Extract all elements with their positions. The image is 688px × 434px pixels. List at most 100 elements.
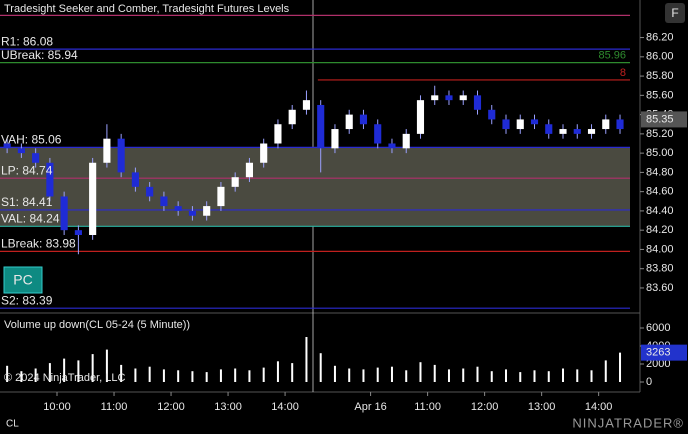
volume-bar: [120, 364, 123, 382]
volume-bar: [405, 370, 408, 382]
volume-bar: [234, 368, 237, 382]
last-volume-box: [641, 344, 687, 361]
volume-bar: [447, 369, 450, 382]
volume-bar: [390, 366, 393, 382]
candle-body: [231, 177, 239, 187]
volume-bar: [576, 369, 579, 382]
candle-body: [473, 95, 482, 110]
volume-bar: [134, 368, 137, 382]
volume-bar: [333, 365, 336, 382]
volume-bar: [262, 367, 265, 382]
pc-button[interactable]: [3, 266, 43, 294]
pc-button-label[interactable]: PC: [13, 272, 32, 288]
x-tick-label: 11:00: [414, 401, 441, 413]
volume-bar: [148, 366, 151, 382]
candles-layer: [3, 85, 624, 382]
candle-body: [103, 138, 111, 163]
level-label: S1: 84.41: [1, 195, 53, 209]
candle-body: [203, 206, 211, 216]
volume-bar: [105, 349, 108, 382]
volume-bar: [319, 353, 322, 382]
volume-bar: [433, 364, 436, 382]
level-right-label: 85.96: [598, 50, 626, 62]
candle-body: [359, 114, 368, 125]
volume-bar: [48, 363, 51, 382]
x-tick-label: 14:00: [585, 401, 613, 413]
candle-body: [217, 186, 225, 207]
volume-bar: [604, 360, 607, 382]
candle-body: [345, 114, 353, 130]
chart-title: Tradesight Seeker and Comber, Tradesight…: [4, 3, 290, 15]
candle-body: [459, 95, 467, 101]
candle-body: [302, 100, 311, 110]
y-tick-label: 83.60: [646, 282, 674, 294]
volume-bar: [20, 371, 23, 382]
x-tick-label: 11:00: [101, 401, 128, 413]
copyright: © 2024 NinjaTrader, LLC: [4, 372, 125, 384]
candle-body: [3, 143, 11, 149]
volume-title: Volume up down(CL 05-24 (5 Minute)): [4, 319, 190, 331]
y-tick-label: 84.40: [646, 205, 674, 217]
candle-body: [559, 129, 567, 134]
volume-bar: [348, 368, 351, 382]
volume-tick-label: 2000: [646, 358, 670, 370]
volume-bar: [504, 369, 507, 382]
volume-bar: [490, 371, 493, 382]
x-tick-label: 13:00: [528, 401, 556, 413]
candle-body: [431, 95, 439, 101]
f-button[interactable]: [665, 3, 685, 23]
candle-body: [573, 129, 581, 134]
volume-bar: [533, 370, 536, 382]
candle-body: [117, 138, 125, 173]
candle-body: [17, 148, 25, 154]
volume-bar: [248, 370, 251, 382]
volume-bar: [191, 371, 194, 382]
volume-bar: [476, 366, 479, 382]
candle-body: [245, 162, 253, 178]
x-tick-label: Apr 16: [354, 401, 386, 413]
y-tick-label: 84.60: [646, 186, 674, 198]
candle-body: [160, 196, 168, 207]
level-label: S2: 83.39: [1, 293, 53, 307]
volume-bar: [590, 370, 593, 382]
candle-body: [488, 109, 496, 120]
level-label: UBreak: 85.94: [1, 48, 78, 62]
volume-bar: [305, 337, 308, 382]
y-tick-label: 84.80: [646, 166, 674, 178]
level-right-label: 8: [620, 67, 626, 79]
y-tick-label: 84.00: [646, 243, 674, 255]
instrument: CL: [6, 419, 19, 430]
volume-bar: [77, 360, 80, 382]
candle-body: [174, 206, 182, 211]
volume-bar: [419, 362, 422, 382]
candle-body: [317, 104, 325, 149]
volume-bar: [162, 369, 165, 382]
volume-bar: [619, 352, 622, 382]
level-label: R1: 86.08: [1, 34, 53, 48]
volume-bar: [219, 369, 222, 382]
level-label: VAH: 85.06: [1, 133, 62, 147]
volume-bar: [519, 372, 522, 382]
candle-body: [331, 129, 339, 149]
volume-tick-label: 0: [646, 376, 652, 388]
candle-body: [416, 100, 425, 134]
candle-body: [146, 186, 154, 197]
candle-body: [46, 162, 54, 197]
y-tick-label: 85.60: [646, 89, 674, 101]
level-label: LP: 84.74: [1, 163, 53, 177]
candle-body: [188, 210, 196, 216]
levels-layer: [0, 14, 630, 309]
volume-bar: [63, 358, 66, 382]
last-price-label: 85.35: [646, 113, 674, 125]
candle-body: [587, 129, 596, 134]
candle-body: [60, 196, 68, 231]
candle-body: [74, 230, 82, 235]
f-button-label[interactable]: F: [671, 6, 678, 20]
x-tick-label: 12:00: [471, 401, 499, 413]
volume-bar: [91, 354, 94, 382]
volume-bar: [177, 370, 180, 382]
volume-bar: [205, 372, 208, 382]
y-tick-label: 85.80: [646, 70, 674, 82]
candle-body: [502, 119, 510, 130]
candle-body: [602, 119, 610, 130]
